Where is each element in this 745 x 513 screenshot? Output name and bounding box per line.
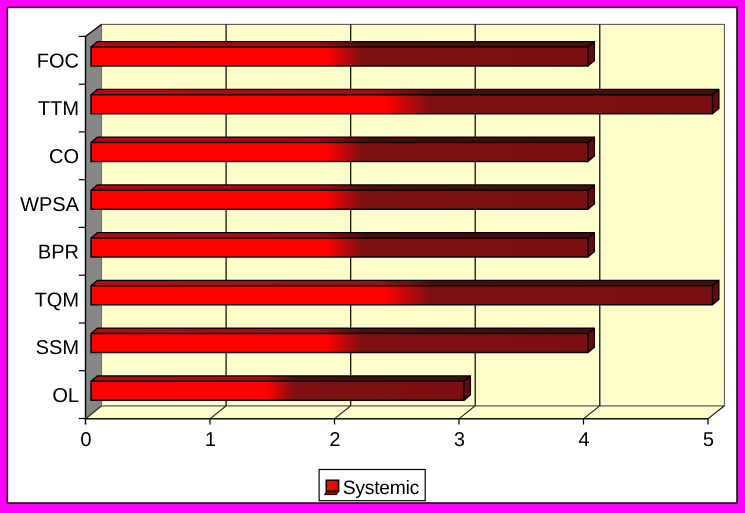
svg-text:0: 0 bbox=[80, 429, 91, 451]
svg-text:5: 5 bbox=[703, 429, 714, 451]
svg-text:OL: OL bbox=[52, 385, 79, 407]
svg-text:BPR: BPR bbox=[38, 242, 79, 264]
svg-text:Systemic: Systemic bbox=[343, 478, 420, 499]
svg-text:3: 3 bbox=[454, 429, 465, 451]
svg-text:FOC: FOC bbox=[37, 51, 79, 73]
svg-text:2: 2 bbox=[329, 429, 340, 451]
svg-text:TTM: TTM bbox=[38, 98, 79, 120]
svg-text:4: 4 bbox=[578, 429, 589, 451]
svg-text:CO: CO bbox=[49, 146, 79, 168]
svg-text:SSM: SSM bbox=[36, 337, 79, 359]
svg-text:1: 1 bbox=[205, 429, 216, 451]
svg-text:WPSA: WPSA bbox=[20, 194, 80, 216]
svg-text:TQM: TQM bbox=[35, 289, 79, 311]
